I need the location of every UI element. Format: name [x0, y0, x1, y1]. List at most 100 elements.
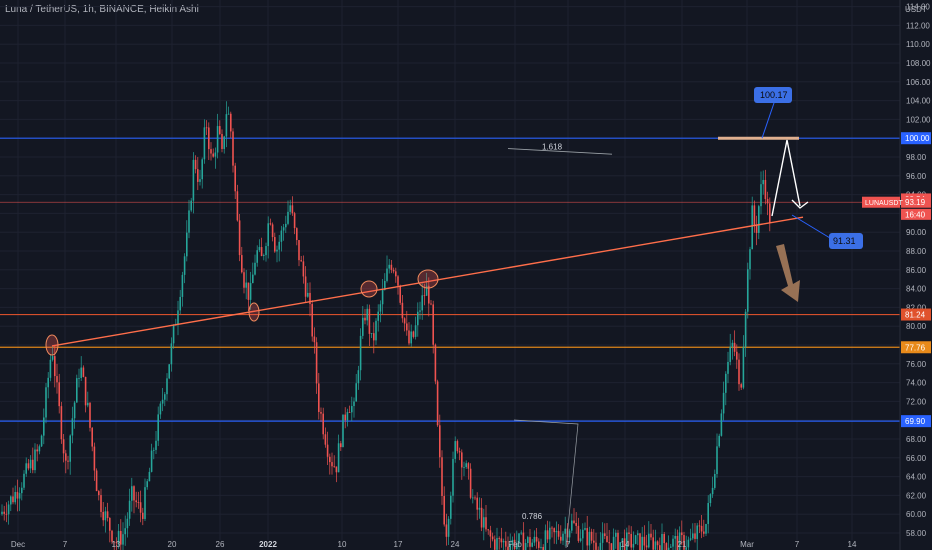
candle	[751, 196, 753, 250]
candle-body	[707, 503, 709, 524]
candle-body	[78, 377, 80, 379]
candle-body	[348, 412, 351, 413]
candle-body	[245, 282, 247, 288]
candle-body	[516, 543, 518, 550]
candle	[49, 354, 52, 382]
price-tag: 93.19	[905, 198, 926, 207]
candle-body	[357, 370, 360, 384]
candle	[608, 529, 610, 550]
time-tick-label: 14	[621, 540, 630, 549]
candle	[188, 199, 190, 239]
candle	[153, 447, 155, 460]
candle	[582, 523, 584, 550]
candle-body	[388, 264, 390, 269]
price-tick-label: 90.00	[906, 228, 927, 237]
price-tick-label: 98.00	[906, 153, 927, 162]
price-tick-label: 72.00	[906, 397, 927, 406]
candle	[399, 284, 401, 305]
time-tick-label: Feb	[508, 540, 522, 549]
candle	[98, 489, 100, 501]
candle-body	[210, 149, 212, 154]
candle-body	[599, 542, 602, 550]
candle-body	[331, 462, 333, 467]
candle-body	[586, 528, 588, 546]
horizontal-levels	[0, 137, 900, 422]
fib-line	[507, 148, 613, 155]
candle-body	[571, 520, 573, 531]
candle	[478, 497, 481, 519]
candle	[650, 523, 652, 541]
candle	[254, 254, 256, 276]
candle-body	[645, 545, 648, 548]
candle-body	[401, 302, 404, 319]
candle-body	[188, 210, 190, 233]
candle	[498, 536, 500, 550]
candle	[243, 268, 245, 294]
candle-body	[665, 543, 668, 550]
candle	[183, 253, 186, 284]
drawings: 1.618 0.786 100.17 91.31	[45, 87, 863, 549]
candle-body	[91, 427, 93, 447]
candle-body	[452, 458, 454, 496]
candle-body	[340, 443, 342, 448]
candle-body	[751, 205, 753, 250]
candle	[335, 466, 338, 483]
candle-body	[476, 497, 478, 510]
candle	[208, 122, 210, 160]
candle	[705, 523, 707, 536]
candle-body	[161, 399, 164, 404]
candle	[276, 245, 278, 263]
candle-body	[729, 346, 731, 362]
candle	[212, 148, 214, 158]
candle	[214, 147, 217, 169]
candle-body	[381, 290, 384, 305]
candle-body	[513, 539, 516, 550]
candle-body	[155, 440, 157, 450]
chart-title: Luna / TetherUS, 1h, BINANCE, Heikin Ash…	[5, 4, 199, 15]
candle	[62, 434, 65, 463]
candle	[612, 528, 615, 550]
candle	[494, 535, 496, 550]
candle-body	[102, 511, 104, 521]
touch-point-ellipse	[45, 334, 59, 356]
candle	[670, 543, 672, 548]
candle-body	[355, 383, 357, 402]
projection-arrow	[771, 139, 801, 217]
candle	[667, 535, 670, 550]
candle	[476, 492, 478, 521]
price-tick-label: 102.00	[906, 115, 931, 124]
candle	[223, 135, 225, 154]
candle	[234, 162, 236, 200]
candle-body	[520, 532, 522, 534]
candle-body	[137, 502, 140, 503]
candle-body	[14, 491, 16, 503]
candle-body	[287, 211, 289, 224]
time-tick-label: 7	[795, 540, 800, 549]
candle	[238, 214, 241, 262]
candle-body	[483, 517, 485, 528]
candle	[155, 431, 157, 454]
candle	[744, 309, 747, 357]
candle-body	[443, 495, 445, 525]
candle-body	[577, 525, 580, 541]
candle-body	[661, 533, 663, 550]
candle	[634, 534, 637, 545]
time-tick-label: 20	[168, 540, 177, 549]
candle	[557, 524, 560, 540]
candle	[474, 495, 476, 501]
fib-outline	[513, 419, 579, 549]
candle-body	[278, 241, 280, 250]
candle-body	[696, 525, 698, 539]
candle-body	[69, 435, 71, 462]
candle	[678, 526, 681, 550]
candle-body	[269, 223, 272, 225]
candle	[401, 295, 404, 323]
symbol-tag-box	[862, 196, 900, 208]
candle-body	[722, 392, 725, 414]
candle	[38, 444, 41, 455]
candle-body	[540, 546, 542, 548]
candle-body	[692, 533, 694, 539]
candle-body	[76, 378, 78, 403]
candle	[111, 529, 113, 545]
